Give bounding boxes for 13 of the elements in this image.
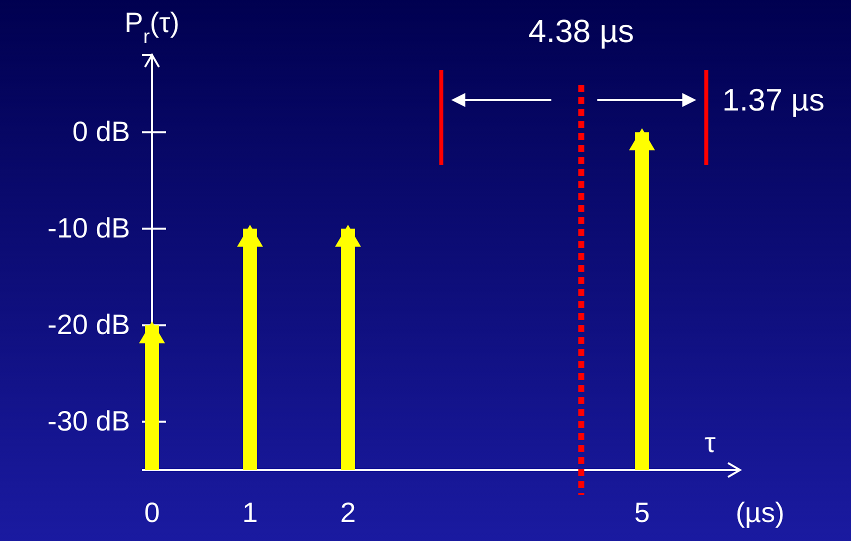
x-tick-label: 1 [242,497,258,528]
x-tick-label: 0 [144,497,160,528]
x-tick-label: 2 [340,497,356,528]
y-tick-label: -30 dB [48,406,130,437]
x-axis-title: (µs) [736,497,784,528]
y-axis-title: P$_{r}$(τ) [124,7,180,48]
x-tick-label: 5 [634,497,650,528]
annotation: 1.37 µs [722,82,825,118]
y-tick-label: -20 dB [48,309,130,340]
annotation: τ [704,427,716,458]
ref-line-label: 4.38 µs [528,13,634,49]
y-tick-label: 0 dB [72,116,130,148]
y-tick-label: -10 dB [48,212,130,244]
